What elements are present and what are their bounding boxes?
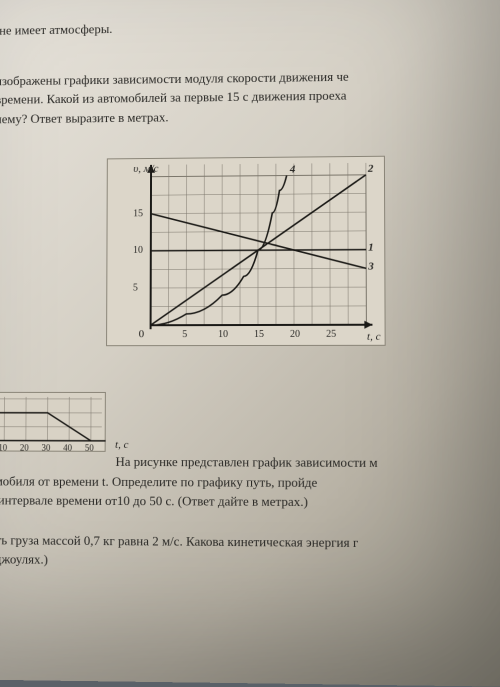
problem3-line2: втомобиля от времени t. Определите по гр… <box>0 473 317 490</box>
x-tick: 25 <box>326 329 336 340</box>
main-chart-svg: 0 <box>107 157 387 347</box>
problem4-text: рость груза массой 0,7 кг равна 2 м/с. К… <box>0 526 500 578</box>
problem3-text: На рисунке представлен график зависимост… <box>0 447 500 516</box>
small-x-tick: 40 <box>63 443 72 453</box>
problem3-line1: На рисунке представлен график зависимост… <box>115 454 377 470</box>
curve-label-4: 4 <box>290 164 296 176</box>
x-tick: 5 <box>182 329 187 340</box>
svg-text:0: 0 <box>139 328 145 340</box>
x-tick: 15 <box>254 329 264 340</box>
problem4-line2: е в джоулях.) <box>0 551 48 567</box>
small-x-tick: 50 <box>85 443 94 453</box>
small-velocity-chart: t, с 1020304050 <box>0 392 106 452</box>
problem3-line3: м в интервале времени от10 до 50 с. (Отв… <box>0 492 308 509</box>
small-x-tick: 30 <box>41 443 50 453</box>
curve-label-3: 3 <box>368 261 374 273</box>
problem-main-line3: Почему? Ответ выразите в метрах. <box>0 109 169 126</box>
problem4-line1: рость груза массой 0,7 кг равна 2 м/с. К… <box>0 532 358 550</box>
y-tick: 5 <box>133 282 138 293</box>
problem-main-line1: ке изображены графики зависимости модуля… <box>0 68 349 88</box>
small-x-axis-label: t, с <box>115 439 128 451</box>
paper-sheet: а 6 не имеет атмосферы. ке изображены гр… <box>0 0 500 687</box>
curve-label-1: 1 <box>368 242 374 254</box>
text-atmosphere: а 6 не имеет атмосферы. <box>0 9 500 44</box>
curve-label-2: 2 <box>368 163 374 175</box>
x-tick: 10 <box>218 329 228 340</box>
y-tick: 15 <box>133 208 143 219</box>
y-axis-label: υ, м/с <box>133 163 158 175</box>
main-velocity-chart: 0 υ, м/с t, с 5 10 15 20 25 5 10 15 1 2 3 4 <box>106 156 386 346</box>
small-x-tick: 20 <box>20 443 29 453</box>
y-tick: 10 <box>133 245 143 256</box>
problem-main-text: ке изображены графики зависимости модуля… <box>0 60 500 132</box>
x-axis-label: t, с <box>367 331 381 343</box>
small-x-tick: 10 <box>0 443 7 453</box>
problem-main-line2: от времени. Какой из автомобилей за перв… <box>0 88 347 107</box>
x-tick: 20 <box>290 329 300 340</box>
